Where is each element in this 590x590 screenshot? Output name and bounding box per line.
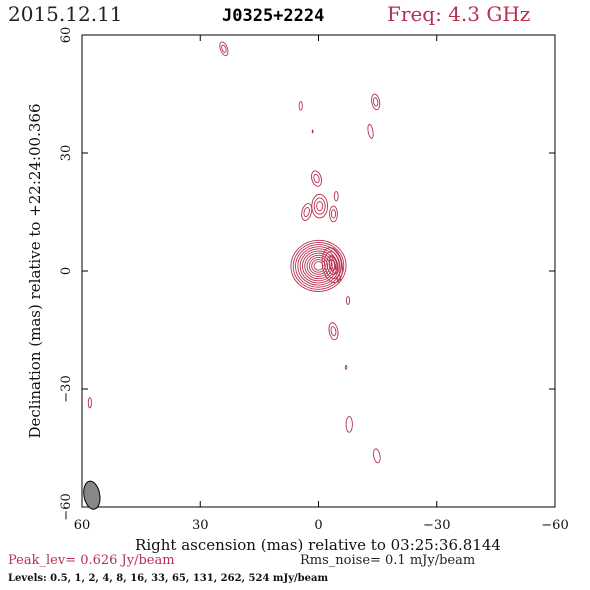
contour-ring [290,239,347,292]
source-name: J0325+2224 [222,6,325,26]
contour-component [311,193,329,219]
contour-ring [308,256,329,275]
rms-noise: Rms_noise= 0.1 mJy/beam [300,553,476,568]
contour-ring [311,259,326,273]
contour-component [301,203,313,221]
contour-ring [219,41,229,56]
x-tick-label: 60 [74,518,91,533]
contour-component [298,101,303,111]
y-axis-label: Declination (mas) relative to +22:24:00.… [26,103,44,438]
x-tick-label: −60 [541,518,568,533]
contour-ring [311,170,322,187]
contour-ring [330,260,337,271]
contour-component [328,256,339,274]
contour-ring [221,44,227,53]
contour-ring [373,448,381,464]
contour-ring [330,209,337,219]
contour-component [373,448,381,464]
beam [83,480,101,510]
contour-ring [330,326,337,337]
observation-date: 2015.12.11 [8,2,123,26]
contour-ring [87,397,92,409]
contour-component [346,296,351,305]
contour-ring [346,296,351,305]
contour-ring [298,101,303,111]
peak-level: Peak_lev= 0.626 Jy/beam [8,553,175,568]
contour-component [311,170,322,187]
y-tick-label: 30 [59,145,74,162]
contour-ring [326,255,339,276]
contour-component [333,191,339,202]
contour-ring [292,241,345,290]
contour-ring [302,250,335,282]
x-tick-label: −30 [423,518,450,533]
x-tick-label: 30 [192,518,209,533]
contour-component [290,239,347,292]
contour-ring [333,191,339,202]
contour-ring [371,93,381,111]
contour-component [311,129,314,134]
y-tick-label: 60 [59,27,74,44]
y-tick-labels: 60 30 0 −30 −60 [59,27,74,521]
contour-ring [316,201,324,212]
contour-component [328,322,339,341]
contour-ring [303,206,310,218]
contour-ring [321,247,343,284]
contour-ring [313,173,320,184]
x-tick-labels: 60 30 0 −30 −60 [74,518,569,533]
contour-ring [329,205,338,223]
contour-component [219,41,229,56]
axis-ticks [81,34,556,508]
y-tick-label: −60 [59,493,74,520]
contour-components [87,41,381,464]
contour-levels: Levels: 0.5, 1, 2, 4, 8, 16, 33, 65, 131… [8,573,329,584]
contour-component [367,123,374,139]
contour-ring [311,193,329,219]
frequency-label: Freq: 4.3 GHz [387,2,531,26]
contour-ring [324,251,341,280]
y-tick-label: 0 [59,267,74,275]
contour-ring [328,256,339,274]
contour-ring [304,252,333,280]
contour-ring [295,244,342,288]
contour-ring [313,261,324,271]
contour-ring [328,322,339,341]
contour-component [371,93,381,111]
contour-ring [301,203,313,221]
x-axis-label: Right ascension (mas) relative to 03:25:… [135,536,501,554]
plot-frame [81,34,556,508]
contour-ring [336,274,342,283]
contour-ring [367,123,374,139]
contour-ring [297,246,340,286]
beam-ellipse [83,480,101,510]
contour-ring [344,364,348,370]
contour-component [344,364,348,370]
contour-component [345,416,353,433]
y-tick-label: −30 [59,375,74,402]
contour-ring [313,197,326,215]
contour-ring [372,97,379,107]
x-tick-label: 0 [314,518,322,533]
contour-component [336,274,342,283]
contour-ring [345,416,353,433]
contour-component [87,397,92,409]
contour-ring [311,129,314,134]
contour-component [329,205,338,223]
